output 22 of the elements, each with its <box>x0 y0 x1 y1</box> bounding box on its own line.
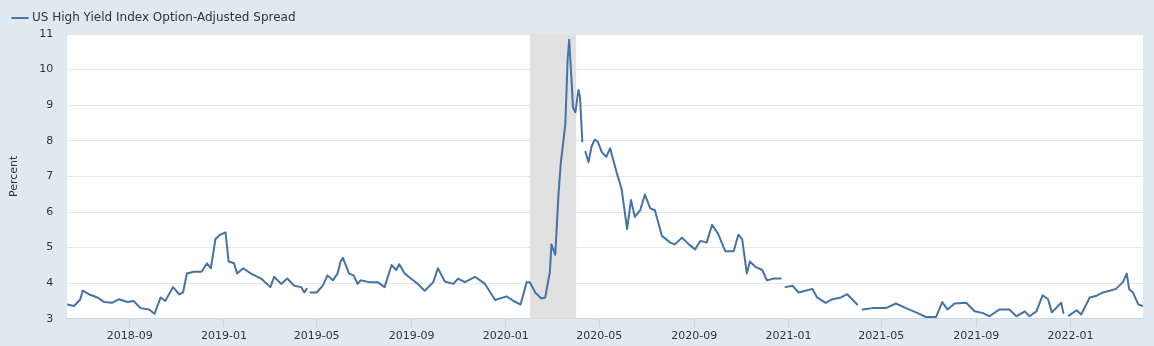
y-tick-label: 11 <box>39 26 54 40</box>
x-tick-label: 2020-05 <box>576 329 623 343</box>
y-tick-label: 8 <box>46 133 54 147</box>
x-tick-label: 2019-09 <box>388 329 435 343</box>
y-tick-label: 4 <box>46 276 54 290</box>
y-tick-label: 6 <box>46 204 54 218</box>
x-tick-label: 2019-05 <box>293 329 340 343</box>
x-tick-label: 2020-01 <box>482 329 529 343</box>
y-tick-label: 5 <box>46 240 54 254</box>
y-tick-label: 7 <box>46 169 54 183</box>
x-tick-label: 2021-05 <box>858 329 905 343</box>
x-tick-label: 2018-09 <box>106 329 153 343</box>
y-tick-label: 3 <box>46 311 54 325</box>
y-tick-label: 9 <box>46 98 54 112</box>
x-tick-label: 2019-01 <box>200 329 247 343</box>
x-tick-label: 2022-01 <box>1047 329 1094 343</box>
legend-label: US High Yield Index Option-Adjusted Spread <box>32 10 296 25</box>
y-tick-label: 10 <box>39 62 54 76</box>
x-tick-label: 2020-09 <box>671 329 718 343</box>
x-tick-label: 2021-01 <box>765 329 812 343</box>
x-tick-label: 2021-09 <box>953 329 1000 343</box>
y-axis-title: Percent <box>7 155 21 198</box>
